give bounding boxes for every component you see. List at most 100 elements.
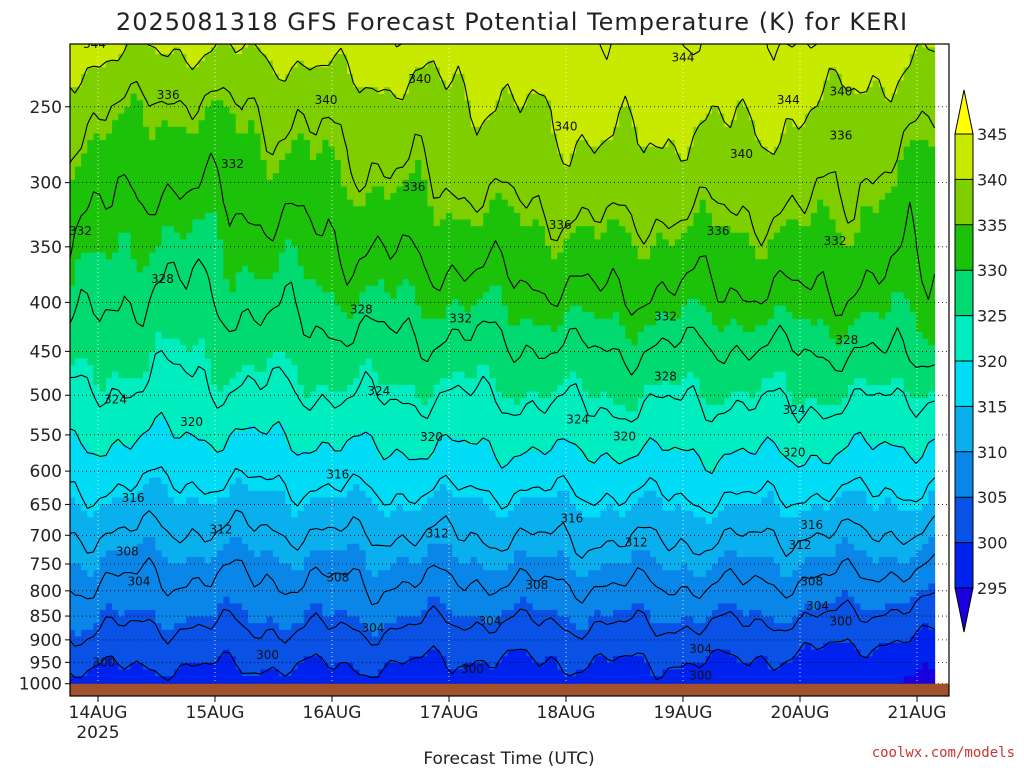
theta-cell (309, 245, 317, 254)
theta-cell (272, 265, 280, 274)
theta-cell (186, 179, 194, 188)
theta-cell (569, 159, 577, 168)
theta-cell (309, 47, 317, 55)
theta-cell (501, 219, 509, 227)
theta-cell (235, 199, 243, 207)
theta-cell (142, 153, 150, 161)
theta-cell (421, 153, 429, 161)
theta-cell (223, 133, 231, 141)
theta-cell (279, 232, 286, 240)
theta-cell (309, 186, 317, 194)
theta-cell (118, 226, 125, 234)
theta-cell (334, 219, 342, 227)
theta-cell (810, 219, 818, 227)
theta-cell (452, 159, 459, 168)
theta-cell (130, 120, 138, 128)
theta-cell (291, 73, 299, 82)
theta-cell (359, 245, 367, 254)
theta-cell (718, 193, 725, 201)
theta-cell (136, 67, 144, 75)
theta-cell (384, 93, 391, 101)
theta-cell (588, 107, 596, 115)
theta-cell (582, 100, 589, 108)
theta-cell (303, 193, 311, 201)
theta-cell (229, 120, 237, 128)
theta-cell (229, 212, 237, 221)
theta-cell (470, 67, 478, 75)
theta-cell (235, 100, 243, 108)
theta-cell (600, 113, 608, 121)
theta-cell (804, 126, 812, 135)
theta-cell (408, 259, 416, 267)
theta-cell (112, 47, 119, 55)
theta-cell (909, 133, 917, 141)
theta-cell (507, 107, 515, 115)
theta-cell (124, 239, 132, 247)
theta-cell (606, 80, 614, 88)
theta-cell (316, 186, 323, 194)
theta-cell (260, 193, 268, 201)
theta-cell (730, 179, 738, 188)
theta-cell (408, 120, 416, 128)
theta-cell (334, 206, 342, 214)
theta-cell (149, 146, 156, 154)
theta-cell (99, 252, 107, 260)
theta-cell (149, 54, 156, 62)
theta-cell (396, 173, 404, 181)
theta-cell (854, 226, 861, 234)
theta-cell (606, 259, 614, 267)
theta-cell (866, 140, 874, 148)
theta-cell (415, 87, 422, 95)
theta-cell (415, 245, 422, 254)
theta-cell (916, 199, 923, 207)
theta-cell (229, 245, 237, 254)
theta-cell (922, 87, 929, 95)
theta-cell (569, 226, 577, 234)
theta-cell (773, 186, 781, 194)
theta-cell (340, 159, 348, 168)
theta-cell (687, 146, 694, 154)
theta-cell (786, 67, 793, 75)
theta-cell (347, 87, 354, 95)
theta-cell (520, 133, 527, 141)
theta-cell (699, 120, 707, 128)
theta-cell (501, 107, 509, 115)
theta-cell (705, 67, 713, 75)
theta-cell (260, 199, 268, 207)
theta-cell (810, 245, 818, 254)
theta-cell (582, 193, 589, 201)
theta-cell (241, 173, 249, 181)
theta-cell (625, 133, 633, 141)
theta-cell (70, 265, 76, 274)
theta-cell (489, 87, 497, 95)
theta-cell (458, 120, 466, 128)
theta-cell (105, 199, 113, 207)
theta-cell (792, 232, 800, 240)
theta-cell (347, 60, 354, 68)
theta-cell (600, 173, 608, 181)
theta-cell (501, 140, 509, 148)
theta-cell (445, 107, 453, 115)
theta-cell (87, 206, 95, 214)
theta-cell (779, 67, 787, 75)
theta-cell (223, 60, 231, 68)
theta-cell (668, 80, 676, 88)
theta-cell (786, 126, 793, 135)
theta-cell (254, 54, 262, 62)
theta-cell (180, 219, 187, 227)
theta-cell (384, 232, 391, 240)
theta-cell (415, 80, 422, 88)
theta-cell (662, 219, 670, 227)
theta-cell (93, 34, 100, 41)
theta-cell (81, 166, 88, 174)
theta-cell (631, 47, 639, 55)
theta-cell (186, 93, 194, 101)
theta-cell (254, 259, 262, 267)
theta-cell (829, 206, 837, 214)
theta-cell (724, 212, 732, 221)
theta-cell (309, 80, 317, 88)
theta-cell (860, 193, 868, 201)
theta-cell (878, 159, 886, 168)
theta-cell (922, 80, 929, 88)
theta-cell (223, 179, 231, 188)
